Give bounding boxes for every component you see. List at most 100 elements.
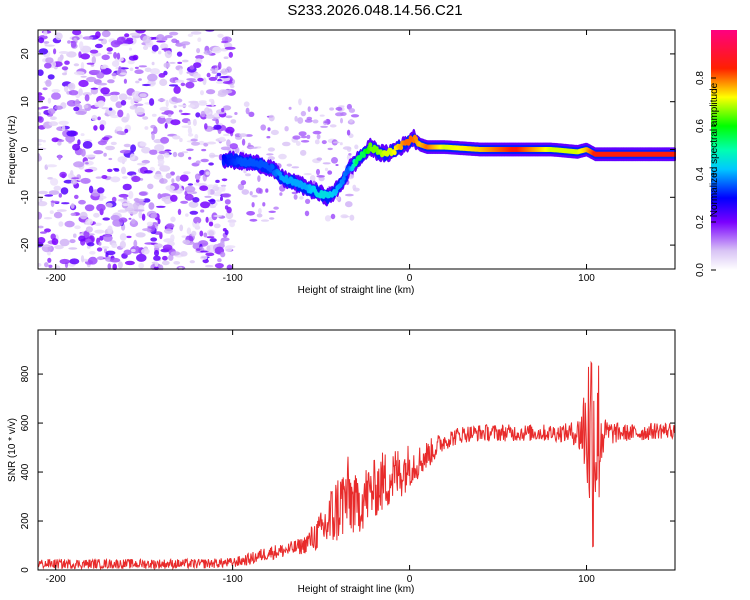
noise-blob [151,44,159,52]
noise-blob [61,125,66,132]
noise-blob [44,62,52,69]
noise-blob [147,73,158,82]
noise-blob [135,30,146,34]
noise-blob [182,239,191,245]
noise-blob [312,119,319,124]
noise-blob [309,175,316,182]
noise-blob [156,34,165,42]
noise-blob [165,185,175,191]
noise-blob [206,236,215,239]
noise-blob [70,40,77,48]
noise-blob [107,52,112,55]
noise-blob [110,214,120,221]
noise-blob [47,97,52,104]
noise-blob [49,210,54,215]
noise-blob [314,106,319,112]
spectrogram-ylabel: Frequency (Hz) [7,116,18,185]
noise-blob [222,228,227,232]
noise-blob [226,139,231,147]
noise-blob [41,245,52,247]
noise-blob [185,81,195,89]
noise-blob [157,98,166,102]
noise-blob [200,201,211,209]
noise-blob [157,158,165,166]
noise-blob [266,136,271,139]
noise-blob [329,107,334,111]
noise-blob [65,134,76,143]
noise-blob [212,186,220,191]
noise-blob [93,125,98,131]
noise-blob [129,153,136,161]
noise-blob [192,118,197,127]
noise-blob [165,99,169,108]
noise-blob [91,114,98,121]
noise-blob [58,120,69,125]
noise-blob [225,211,234,220]
noise-blob [220,251,226,258]
noise-blob [96,72,105,79]
noise-blob [217,258,222,263]
noise-blob [154,261,159,267]
noise-blob [209,238,217,243]
y-tick-label: 800 [20,365,31,382]
noise-blob [38,69,44,76]
noise-blob [46,164,58,168]
noise-blob [193,216,202,224]
noise-blob [96,203,106,212]
noise-blob [181,235,187,238]
noise-blob [243,168,247,174]
noise-blob [163,228,173,234]
noise-blob [38,263,42,267]
noise-blob [167,113,172,118]
noise-blob [279,192,283,196]
noise-blob [48,190,60,196]
noise-blob [195,112,201,118]
noise-blob [98,100,105,107]
noise-blob [203,232,208,238]
noise-blob [108,107,113,111]
noise-blob [90,87,99,90]
noise-blob [73,233,77,238]
noise-blob [100,67,112,75]
noise-blob [121,166,126,175]
noise-blob [161,112,170,115]
noise-blob [210,68,215,72]
noise-blob [158,264,164,270]
noise-blob [86,62,95,65]
noise-blob [183,171,191,175]
noise-blob [157,218,161,225]
noise-blob [110,114,120,119]
noise-blob [67,40,71,44]
noise-blob [215,80,225,84]
noise-blob [191,230,197,237]
noise-blob [191,141,200,146]
snr-x-ticks: -200 -100 0 100 [46,330,595,585]
noise-blob [98,197,104,201]
noise-blob [187,33,194,37]
noise-blob [304,210,310,217]
noise-blob [88,185,94,194]
snr-ylabel: SNR (10 * v/v) [7,418,18,482]
noise-blob [164,122,168,129]
noise-blob [180,41,191,46]
x-tick-label: 0 [407,273,413,284]
noise-blob [55,32,63,41]
noise-blob [45,44,55,47]
noise-blob [138,262,145,269]
noise-blob [73,161,85,168]
noise-blob [268,114,275,122]
noise-blob [226,264,233,270]
noise-blob [50,200,60,203]
noise-blob [112,263,117,270]
noise-blob [82,141,93,149]
noise-blob [241,138,246,146]
noise-blob [201,148,207,152]
noise-blob [196,222,200,229]
snr-series-line [38,360,675,570]
noise-blob [151,61,155,66]
noise-blob [300,140,310,143]
noise-blob [54,245,64,250]
noise-blob [350,114,360,118]
noise-blob [138,211,143,219]
noise-blob [164,50,173,59]
